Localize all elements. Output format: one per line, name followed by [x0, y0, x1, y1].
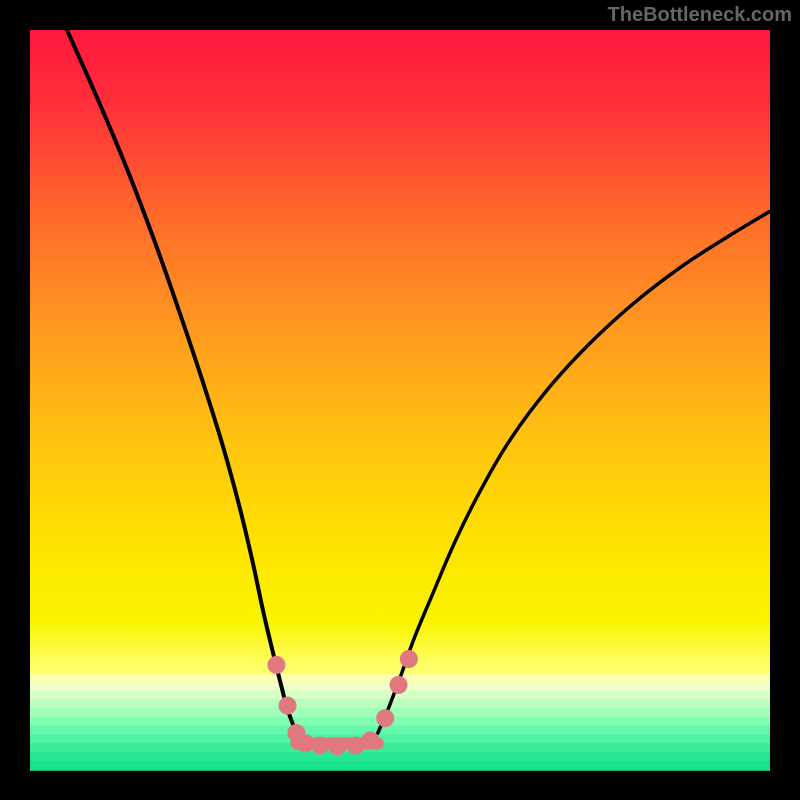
- data-marker: [311, 737, 329, 755]
- data-marker: [267, 656, 285, 674]
- band-stripe: [30, 761, 770, 771]
- data-marker: [390, 676, 408, 694]
- chart-svg: [0, 0, 800, 800]
- chart-container: TheBottleneck.com: [0, 0, 800, 800]
- band-stripe: [30, 743, 770, 753]
- band-stripe: [30, 708, 770, 718]
- band-stripe: [30, 717, 770, 727]
- data-marker: [328, 737, 346, 755]
- band-stripe: [30, 699, 770, 709]
- band-stripe: [30, 726, 770, 736]
- band-stripe: [30, 734, 770, 744]
- data-marker: [400, 650, 418, 668]
- data-marker: [376, 709, 394, 727]
- watermark-text: TheBottleneck.com: [608, 4, 792, 27]
- data-marker: [361, 731, 379, 749]
- data-marker: [279, 697, 297, 715]
- band-stripe: [30, 752, 770, 762]
